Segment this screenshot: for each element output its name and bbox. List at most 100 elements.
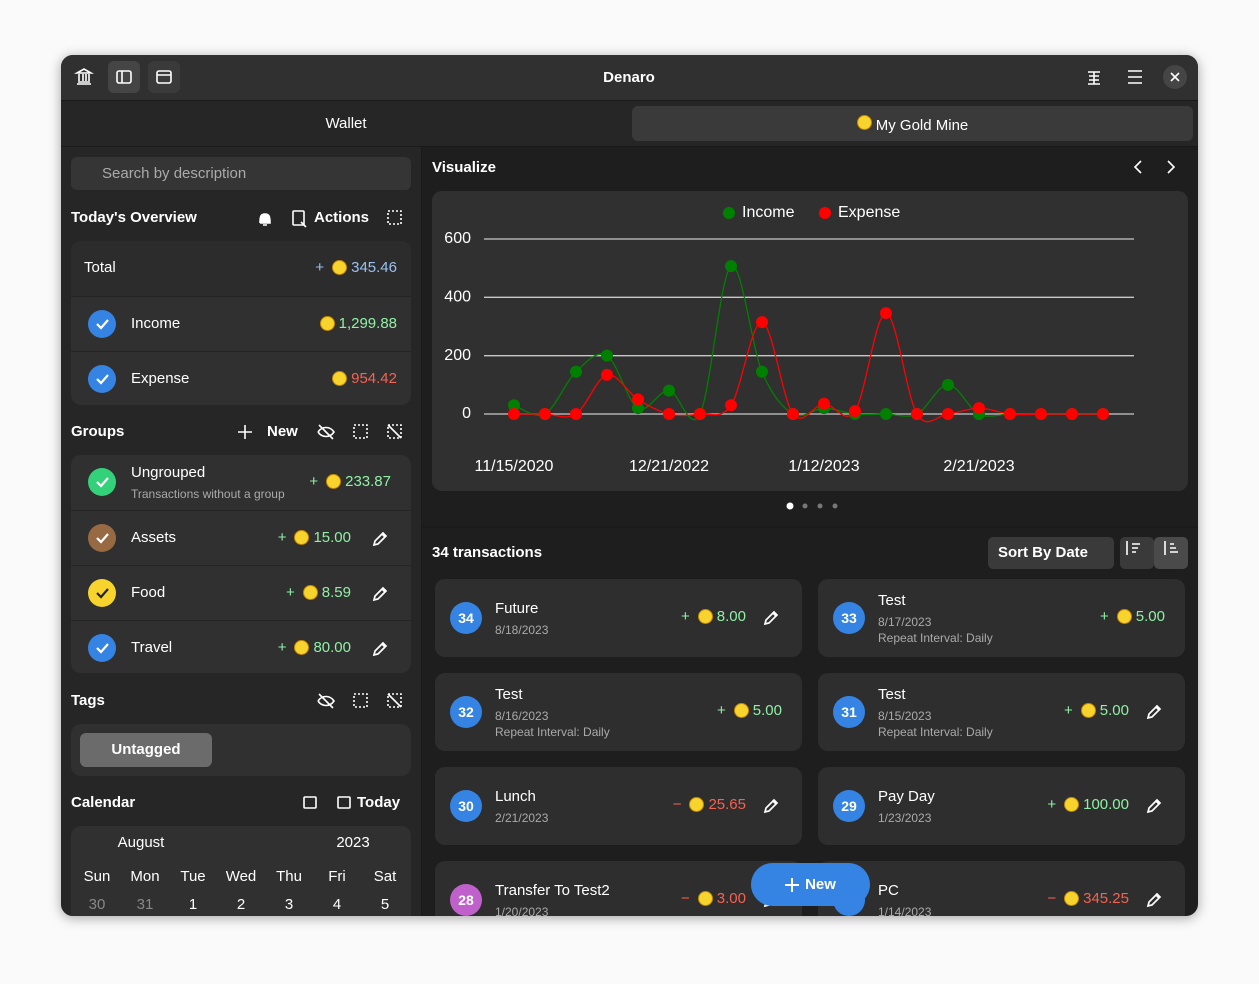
transaction-count: 34 transactions	[432, 544, 543, 561]
edit-button[interactable]	[1144, 796, 1164, 816]
overview-card: Total +345.46 Income 1,299.88 Expense 954.42	[71, 241, 411, 405]
edit-button[interactable]	[1144, 890, 1164, 910]
transaction-repeat: Repeat Interval: Daily	[878, 631, 993, 645]
day[interactable]: 2	[236, 896, 246, 913]
transaction-id-badge: 29	[833, 790, 865, 822]
hide-icon[interactable]	[317, 424, 335, 440]
day[interactable]: 30	[88, 896, 106, 913]
transaction-card[interactable]: 31 Test 8/15/2023 Repeat Interval: Daily +5.…	[818, 673, 1185, 751]
overview-label: Income	[131, 315, 181, 332]
amount: 1,299.88	[319, 315, 397, 332]
amount: − 345.25	[1047, 890, 1129, 907]
group-row: Ungrouped Transactions without a group +23…	[71, 455, 411, 510]
series-line	[513, 312, 1103, 423]
group-name: Assets	[131, 529, 177, 546]
transaction-date: 8/18/2023	[495, 623, 549, 637]
sort-button[interactable]	[988, 537, 1114, 569]
sidebar-button[interactable]	[108, 61, 140, 93]
amount-value: 15.00	[313, 529, 351, 546]
data-point	[663, 408, 675, 420]
overview-row: Expense 954.42	[71, 351, 411, 405]
check-circle[interactable]	[88, 524, 116, 552]
tab[interactable]: Wallet	[325, 115, 367, 132]
transaction-repeat: Repeat Interval: Daily	[495, 725, 610, 739]
check-circle[interactable]	[88, 634, 116, 662]
bank-icon[interactable]	[73, 68, 95, 85]
amount: +100.00	[1047, 796, 1129, 813]
data-point	[570, 365, 582, 378]
tag-button[interactable]: Untagged	[80, 733, 212, 767]
edit-button[interactable]	[1144, 702, 1164, 722]
y-tick-label: 400	[444, 289, 471, 306]
transaction-id-badge: 33	[833, 602, 865, 634]
edit-button[interactable]	[370, 529, 390, 549]
data-point	[756, 365, 768, 378]
day[interactable]: 1	[188, 896, 198, 913]
new-transaction-button[interactable]: New	[751, 863, 870, 906]
new-group-icon[interactable]	[238, 425, 252, 439]
transaction-name: PC	[878, 882, 899, 899]
transaction-card[interactable]: 34 Future 8/18/2023 +8.00	[435, 579, 802, 657]
transaction-card[interactable]: 32 Test 8/16/2023 Repeat Interval: Daily +5.…	[435, 673, 802, 751]
day[interactable]: 4	[332, 896, 342, 913]
data-point	[570, 408, 582, 420]
amount-value: 100.00	[1083, 796, 1129, 813]
select-icon[interactable]	[387, 210, 402, 225]
graph-icon[interactable]	[1088, 71, 1100, 85]
amount-sign: −	[681, 890, 690, 907]
actions-icon[interactable]	[292, 210, 305, 226]
coin-icon	[302, 585, 318, 600]
coin-icon	[697, 891, 713, 906]
data-point	[818, 397, 830, 410]
transaction-card[interactable]: 33 Test 8/17/2023 Repeat Interval: Daily +5.…	[818, 579, 1185, 657]
check-circle[interactable]	[88, 365, 116, 393]
actions-button[interactable]: Actions	[314, 209, 370, 226]
day[interactable]: 3	[284, 896, 294, 913]
tab-active[interactable]	[632, 106, 1193, 141]
pencil-icon	[372, 586, 388, 602]
new-group-button[interactable]: New	[267, 423, 298, 440]
day[interactable]: 5	[380, 896, 390, 913]
window-button[interactable]	[148, 61, 180, 93]
amount: +5.00	[1064, 702, 1129, 719]
pencil-icon	[763, 798, 779, 814]
today-button[interactable]: Today	[357, 794, 401, 811]
weekday: Wed	[225, 868, 257, 885]
check-circle[interactable]	[88, 579, 116, 607]
menu-icon[interactable]	[1128, 70, 1142, 84]
day[interactable]: 31	[136, 896, 154, 913]
transaction-card[interactable]: 29 Pay Day 1/23/2023 +100.00	[818, 767, 1185, 845]
pencil-icon	[1146, 798, 1162, 814]
bell-icon[interactable]	[259, 213, 271, 226]
edit-button[interactable]	[370, 584, 390, 604]
amount-sign: +	[717, 702, 726, 719]
search-box[interactable]	[71, 157, 411, 190]
check-circle[interactable]	[88, 310, 116, 338]
transaction-card[interactable]: 28 Transfer To Test2 1/20/2023 − 3.00	[435, 861, 802, 916]
amount-sign: +	[1047, 796, 1057, 813]
transaction-name: Pay Day	[878, 788, 935, 805]
groups-title: Groups	[71, 423, 125, 440]
check-circle[interactable]	[88, 468, 116, 496]
transaction-card[interactable]: 30 Lunch 2/21/2023 − 25.65	[435, 767, 802, 845]
coin-icon	[332, 260, 348, 275]
data-point	[539, 408, 551, 420]
sort-asc-button[interactable]	[1154, 537, 1188, 569]
transaction-repeat: Repeat Interval: Daily	[878, 725, 993, 739]
data-point	[942, 378, 954, 391]
edit-button[interactable]	[761, 608, 781, 628]
weekday: Fri	[328, 868, 346, 885]
edit-button[interactable]	[370, 639, 390, 659]
amount-value: 233.87	[345, 473, 391, 490]
edit-button[interactable]	[761, 796, 781, 816]
transaction-card[interactable]: PC 1/14/2023 − 345.25	[818, 861, 1185, 916]
search-placeholder: Search by description	[102, 165, 247, 182]
chart-nav[interactable]	[1133, 160, 1176, 174]
amount: +233.87	[309, 473, 391, 490]
coin-icon	[1064, 797, 1080, 812]
sort-desc-button[interactable]	[1120, 537, 1154, 569]
amount-value: 8.00	[716, 608, 746, 625]
amount: +5.00	[1100, 608, 1165, 625]
data-point	[725, 260, 737, 273]
data-point	[880, 307, 892, 320]
